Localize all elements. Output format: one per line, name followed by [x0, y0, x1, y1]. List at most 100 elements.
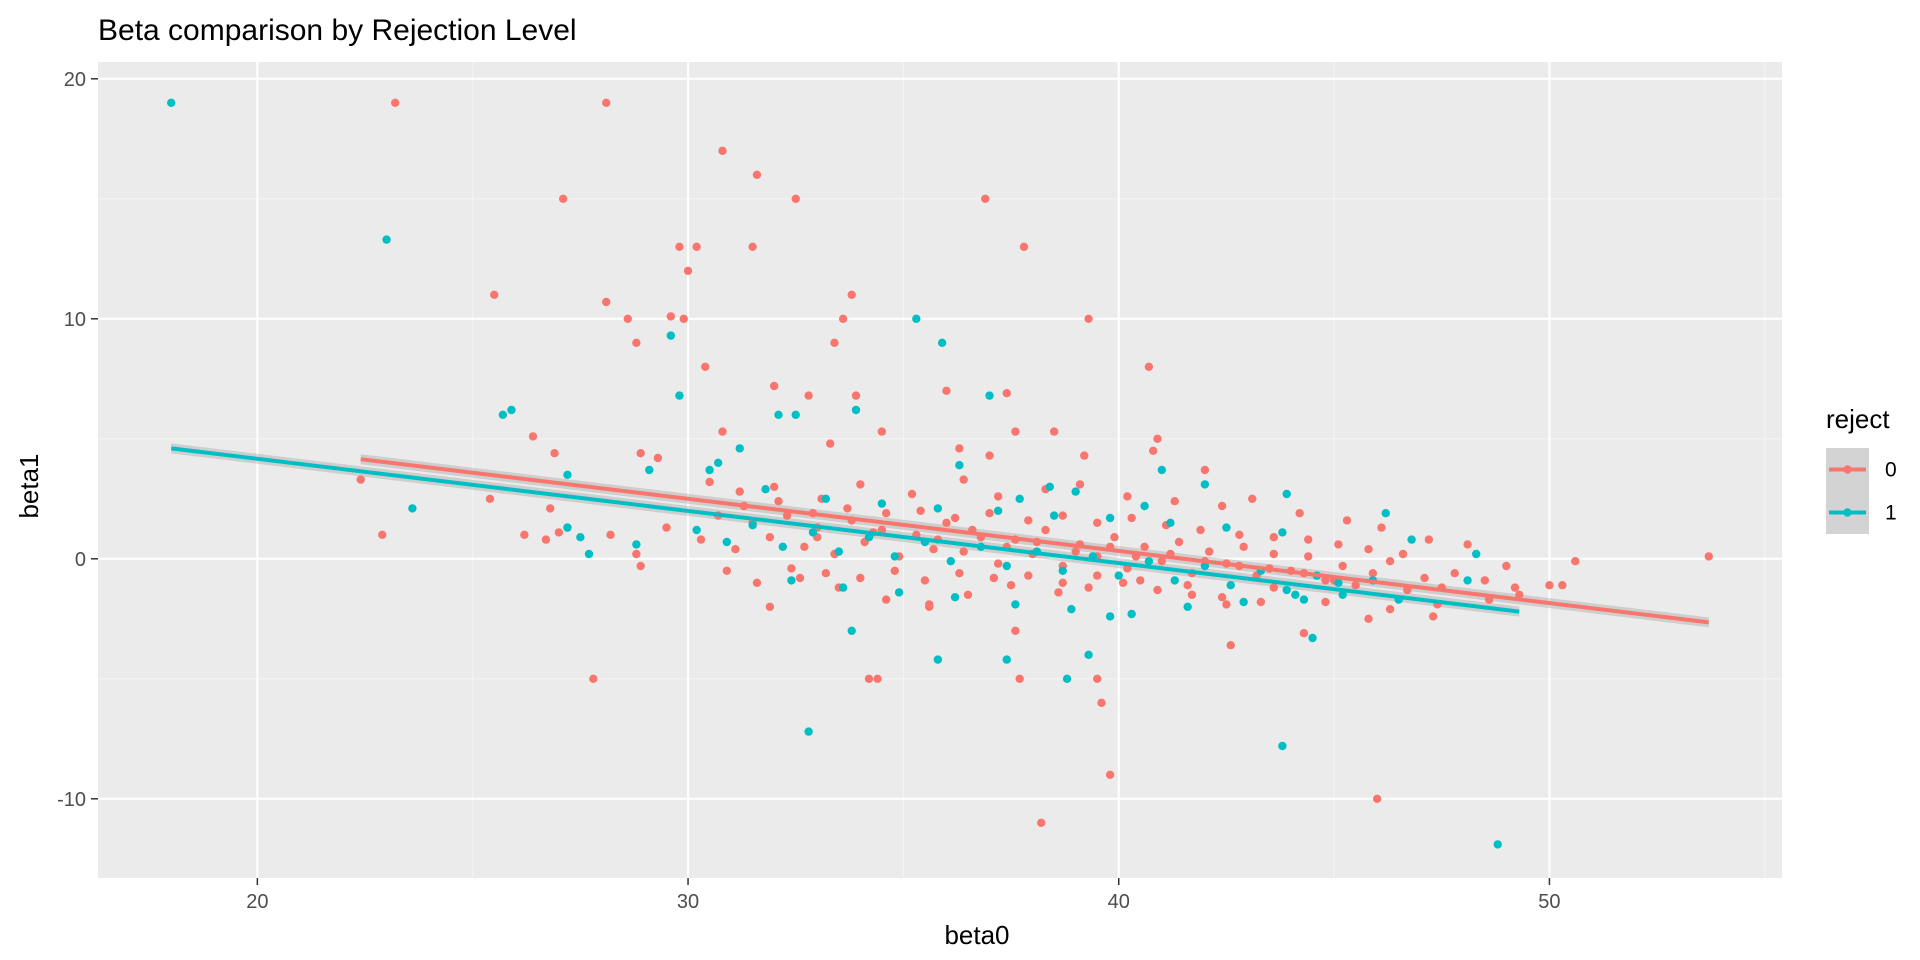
data-point [1515, 590, 1524, 599]
data-point [907, 489, 917, 499]
data-point [606, 530, 615, 539]
data-point [408, 504, 417, 513]
data-point [851, 391, 861, 400]
y-tick-label: 20 [64, 69, 86, 91]
data-point [378, 530, 387, 539]
data-point [1084, 314, 1093, 323]
data-point [636, 449, 645, 458]
data-point [1450, 569, 1459, 578]
data-point [1071, 487, 1080, 496]
data-point [1011, 600, 1020, 609]
data-point [1093, 518, 1102, 527]
data-point [1385, 557, 1395, 566]
data-point [1058, 566, 1067, 575]
data-point [985, 451, 994, 460]
data-point [1144, 557, 1154, 566]
data-point [1071, 547, 1080, 556]
data-point [834, 547, 843, 556]
data-point [937, 338, 947, 347]
data-point [1256, 597, 1266, 607]
data-point [576, 533, 585, 542]
data-point [1295, 509, 1304, 518]
data-point [731, 545, 740, 554]
legend: reject 0 1 [1826, 404, 1897, 534]
data-point [1058, 578, 1067, 587]
data-point [1321, 576, 1330, 585]
data-point [851, 405, 861, 415]
data-point [563, 523, 572, 532]
data-point [838, 314, 848, 323]
data-point [1226, 641, 1235, 650]
data-point [1123, 492, 1132, 501]
data-points [167, 98, 1713, 849]
data-point [705, 465, 714, 475]
data-point [1170, 497, 1179, 506]
data-point [1342, 516, 1352, 525]
data-point [1291, 590, 1300, 599]
data-point [1571, 557, 1580, 566]
data-point [1200, 465, 1210, 475]
data-point [933, 504, 943, 513]
data-point [1019, 242, 1029, 251]
data-point [765, 533, 775, 542]
data-point [1502, 561, 1511, 571]
data-point [1024, 571, 1033, 580]
data-point [1424, 535, 1434, 544]
data-point [782, 511, 792, 520]
legend-title: reject [1826, 404, 1890, 434]
data-point [1239, 597, 1248, 607]
data-point [1183, 602, 1192, 611]
data-point [1269, 583, 1278, 592]
data-point [1002, 389, 1011, 398]
data-point [787, 564, 796, 573]
x-tick-label: 30 [677, 891, 699, 913]
data-point [791, 410, 800, 419]
data-point [761, 485, 770, 494]
panel-background [98, 62, 1782, 878]
data-point [1407, 535, 1416, 544]
data-point [718, 146, 727, 155]
data-point [912, 314, 921, 323]
data-point [890, 552, 899, 561]
data-point [1334, 578, 1343, 587]
data-point [1239, 542, 1248, 551]
data-point [1015, 674, 1024, 683]
data-point [718, 427, 727, 436]
data-point [843, 504, 852, 513]
data-point [666, 331, 676, 340]
data-point [778, 542, 787, 551]
data-point [1222, 523, 1231, 532]
data-point [950, 593, 960, 602]
data-point [894, 588, 904, 597]
data-point [1299, 629, 1309, 638]
data-point [1067, 605, 1076, 614]
data-point [1105, 513, 1115, 523]
data-point [632, 549, 641, 559]
data-point [645, 465, 654, 475]
data-point [589, 674, 598, 683]
data-point [1183, 581, 1192, 590]
data-point [821, 569, 831, 578]
data-point [683, 266, 693, 275]
data-point [1480, 576, 1490, 585]
data-point [1093, 674, 1102, 683]
data-point [1428, 612, 1438, 621]
data-point [636, 561, 645, 571]
data-point [1217, 593, 1227, 602]
data-point [847, 290, 856, 299]
data-point [1558, 581, 1567, 590]
data-point [1166, 518, 1175, 527]
data-point [382, 235, 391, 244]
data-point [804, 727, 813, 736]
data-point [920, 576, 930, 585]
data-point [1049, 427, 1059, 436]
data-point [1011, 626, 1020, 635]
data-point [675, 391, 684, 400]
data-point [1084, 583, 1093, 592]
legend-key-point [1843, 465, 1852, 474]
data-point [713, 458, 723, 467]
data-point [800, 542, 809, 551]
data-point [550, 449, 559, 458]
data-point [955, 444, 964, 453]
